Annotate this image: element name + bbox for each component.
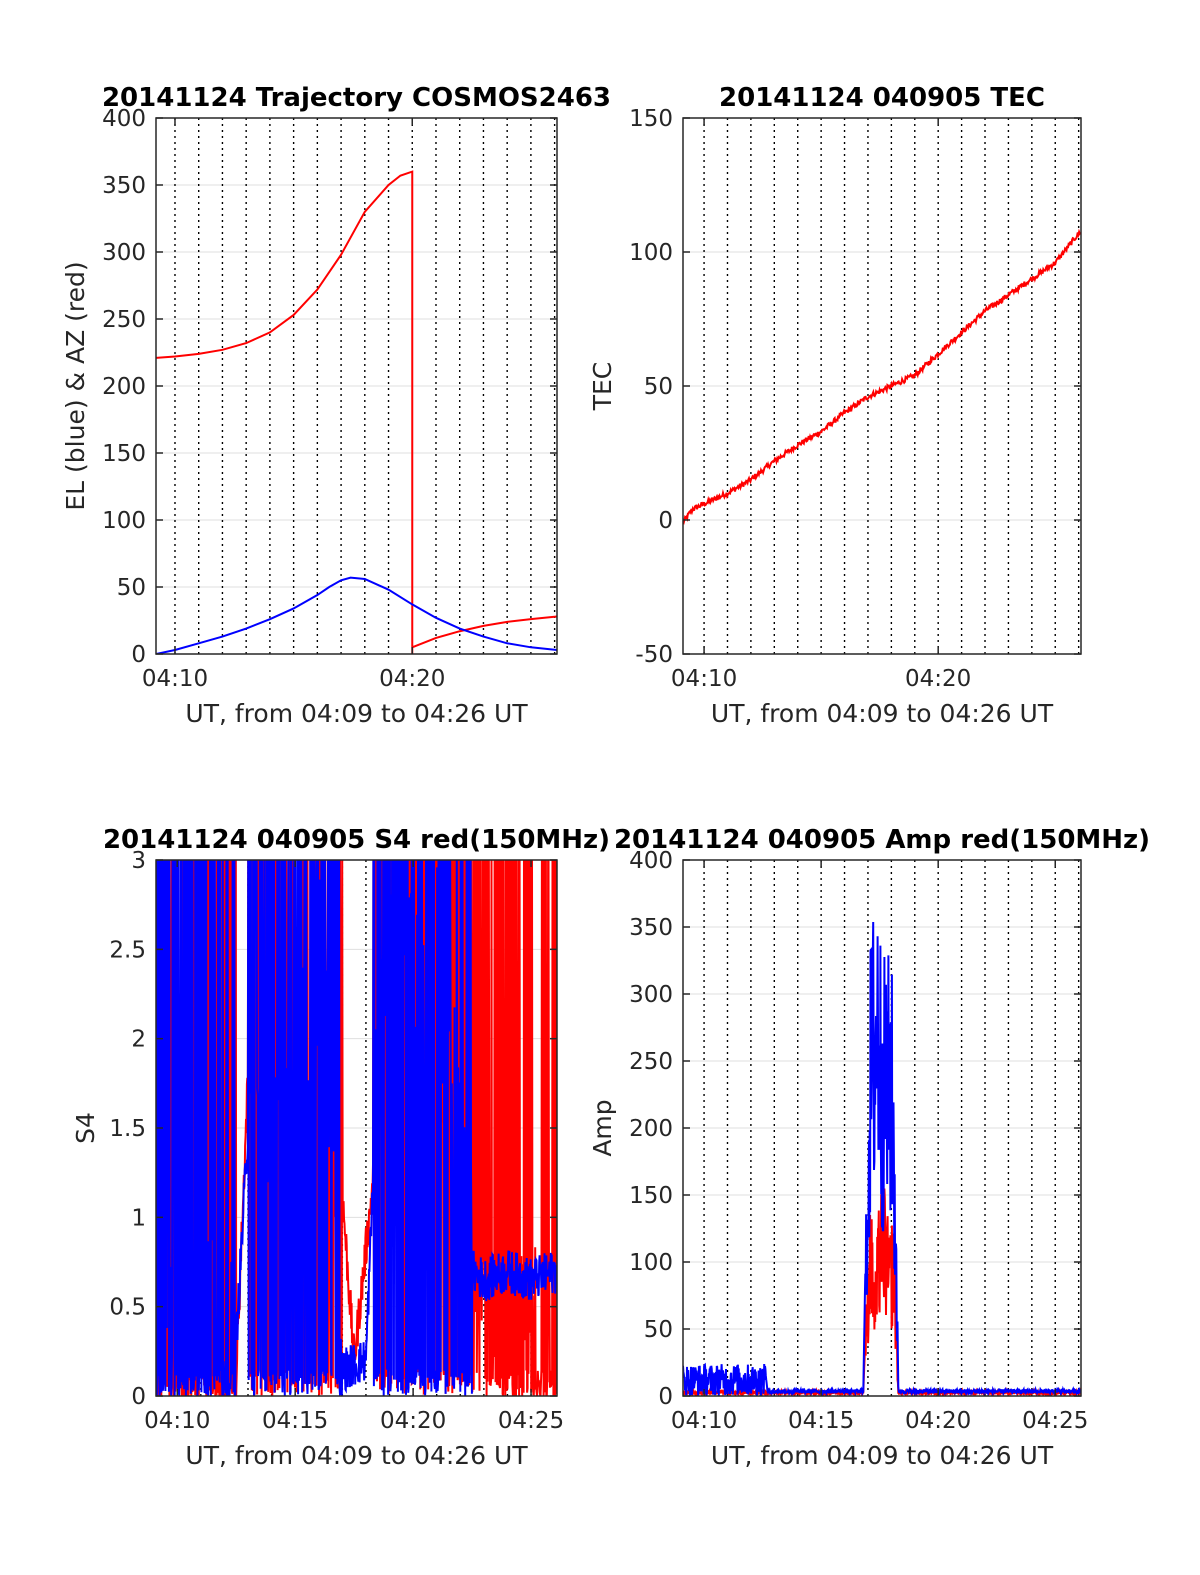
s4-series-red — [156, 860, 557, 1396]
s4-ytick-label: 1.5 — [109, 1116, 146, 1142]
amp-xtick-label: 04:15 — [788, 1408, 854, 1434]
s4-title: 20141124 040905 S4 red(150MHz) — [103, 825, 610, 855]
s4-xtick-label: 04:25 — [498, 1408, 564, 1434]
trajectory-ytick-label: 100 — [102, 508, 146, 534]
s4-ytick-label: 0 — [131, 1384, 146, 1410]
s4-xtick-label: 04:15 — [262, 1408, 328, 1434]
trajectory-series-el — [156, 576, 557, 654]
tec-ytick-label: 100 — [629, 240, 673, 266]
tec-title: 20141124 040905 TEC — [719, 83, 1045, 113]
s4-ytick-label: 2 — [131, 1027, 146, 1053]
trajectory-ytick-label: 250 — [102, 307, 146, 333]
s4-ytick-label: 1 — [131, 1205, 146, 1231]
amp-xlabel: UT, from 04:09 to 04:26 UT — [711, 1441, 1054, 1470]
tec-ytick-label: 150 — [629, 106, 673, 132]
amp-title: 20141124 040905 Amp red(150MHz) — [614, 825, 1150, 855]
tec-xlabel: UT, from 04:09 to 04:26 UT — [711, 699, 1054, 728]
amp-ytick-label: 50 — [644, 1317, 673, 1343]
tec-xtick-label: 04:20 — [905, 666, 971, 692]
trajectory-ytick-label: 150 — [102, 441, 146, 467]
trajectory-ytick-label: 300 — [102, 240, 146, 266]
trajectory-ytick-label: 200 — [102, 374, 146, 400]
chart-amp: 0 50 100 150 200 250 300 350 400 04:10 04:15 04:20 0… — [588, 825, 1150, 1470]
s4-ylabel: S4 — [71, 1112, 100, 1144]
tec-ylabel: TEC — [588, 362, 617, 412]
amp-ytick-label: 100 — [629, 1250, 673, 1276]
tec-ytick-label: 0 — [658, 508, 673, 534]
s4-ytick-label: 3 — [131, 848, 146, 874]
s4-ytick-label: 2.5 — [109, 937, 146, 963]
tec-series-tec — [683, 228, 1081, 525]
amp-ytick-label: 300 — [629, 982, 673, 1008]
trajectory-ytick-label: 0 — [131, 642, 146, 668]
amp-ytick-label: 0 — [658, 1384, 673, 1410]
s4-series-blue — [156, 860, 557, 1396]
amp-ylabel: Amp — [588, 1099, 617, 1156]
trajectory-series-az — [156, 170, 557, 654]
trajectory-xtick-label: 04:20 — [379, 666, 445, 692]
amp-series-group — [683, 921, 1081, 1396]
amp-xtick-label: 04:25 — [1022, 1408, 1088, 1434]
chart-tec: -50 0 50 100 150 04:10 04:20 20141124 040905 TE… — [588, 83, 1082, 728]
tec-xtick-label: 04:10 — [671, 666, 737, 692]
amp-xtick-label: 04:10 — [671, 1408, 737, 1434]
trajectory-title: 20141124 Trajectory COSMOS2463 — [102, 83, 611, 113]
chart-s4: 0 0.5 1 1.5 2 2.5 3 04:10 04:15 04:20 04:25 2014112… — [71, 825, 610, 1470]
s4-xlabel: UT, from 04:09 to 04:26 UT — [185, 1441, 528, 1470]
trajectory-ytick-label: 350 — [102, 173, 146, 199]
amp-ytick-label: 200 — [629, 1116, 673, 1142]
trajectory-ylabel: EL (blue) & AZ (red) — [61, 261, 90, 510]
tec-series-group — [683, 228, 1081, 525]
s4-series-group — [156, 860, 557, 1396]
s4-xtick-label: 04:10 — [144, 1408, 210, 1434]
tec-ytick-label: -50 — [635, 642, 673, 668]
amp-series-blue — [683, 921, 1081, 1396]
s4-xtick-label: 04:20 — [380, 1408, 446, 1434]
s4-ytick-label: 0.5 — [109, 1295, 146, 1321]
trajectory-series-group — [156, 170, 557, 654]
trajectory-xlabel: UT, from 04:09 to 04:26 UT — [185, 699, 528, 728]
amp-ytick-label: 400 — [629, 848, 673, 874]
trajectory-xtick-label: 04:10 — [142, 666, 208, 692]
amp-xtick-label: 04:20 — [905, 1408, 971, 1434]
chart-trajectory: 0 50 100 150 200 250 300 350 400 04:10 04:20 201411… — [61, 83, 611, 728]
trajectory-ytick-label: 50 — [117, 575, 146, 601]
amp-ytick-label: 350 — [629, 915, 673, 941]
amp-ytick-label: 250 — [629, 1049, 673, 1075]
amp-ytick-label: 150 — [629, 1183, 673, 1209]
tec-ytick-label: 50 — [644, 374, 673, 400]
trajectory-ytick-label: 400 — [102, 106, 146, 132]
